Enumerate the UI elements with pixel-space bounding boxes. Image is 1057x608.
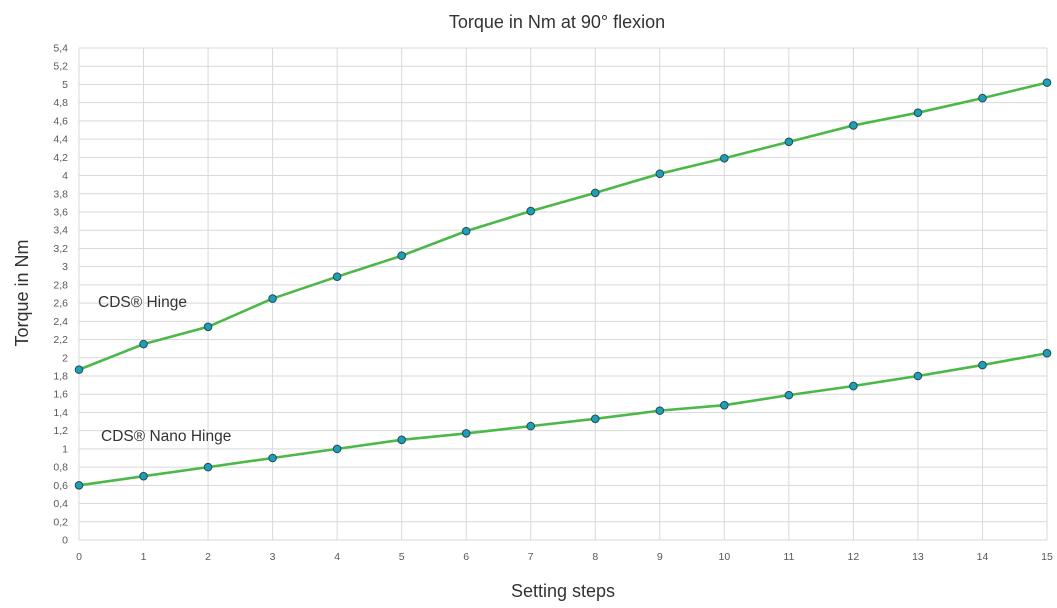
y-tick-label: 2,2: [53, 334, 68, 346]
y-tick-label: 4,6: [53, 115, 68, 127]
data-point: [268, 453, 277, 463]
data-point: [332, 272, 342, 281]
data-point: [74, 365, 84, 374]
series-line: [77, 351, 1049, 487]
data-point: [913, 371, 923, 381]
y-tick-label: 4,4: [53, 134, 68, 146]
data-point: [397, 251, 406, 261]
data-point: [268, 294, 277, 303]
series-label: CDS® Nano Hinge: [101, 428, 231, 445]
x-tick-label: 4: [334, 551, 340, 563]
x-tick-label: 0: [76, 551, 82, 563]
data-point: [590, 188, 600, 198]
y-tick-label: 3,4: [53, 225, 68, 237]
y-tick-label: 1,4: [53, 407, 68, 419]
y-axis-ticks: 0 0,2 0,4 0,6 0,8 1 1,2 1,4 1,6 1,8 2 2,2 2,4 2,6 2,8 3…: [53, 43, 68, 547]
data-point: [655, 406, 665, 415]
x-tick-label: 2: [205, 551, 211, 563]
y-tick-label: 2,4: [53, 316, 68, 328]
x-tick-label: 10: [718, 551, 730, 563]
series-lines: [77, 81, 1049, 487]
chart-title: Torque in Nm at 90° flexion: [449, 12, 665, 32]
y-tick-label: 2,6: [53, 298, 68, 310]
x-tick-label: 6: [463, 551, 469, 563]
data-point: [74, 481, 84, 490]
y-tick-label: 0,4: [53, 498, 68, 510]
data-point: [332, 444, 342, 454]
data-point: [784, 137, 794, 147]
y-tick-label: 0,6: [53, 480, 68, 492]
y-tick-label: 3: [62, 261, 68, 273]
data-point: [461, 429, 471, 438]
series-line: [77, 81, 1049, 371]
x-tick-label: 12: [848, 551, 860, 563]
data-point: [461, 226, 471, 236]
y-tick-label: 4,2: [53, 152, 68, 164]
data-point: [139, 339, 148, 349]
y-axis-title: Torque in Nm: [12, 239, 32, 346]
y-tick-label: 2,8: [53, 279, 68, 291]
y-tick-label: 0: [62, 535, 68, 547]
data-point: [913, 108, 923, 117]
data-point: [526, 206, 536, 216]
y-tick-label: 1,8: [53, 371, 68, 383]
y-tick-label: 5,2: [53, 61, 68, 73]
data-point: [849, 381, 858, 391]
x-tick-label: 7: [528, 551, 534, 563]
y-tick-label: 5: [62, 79, 68, 91]
data-point: [526, 421, 536, 431]
y-tick-label: 3,6: [53, 207, 68, 219]
data-point: [1042, 348, 1052, 358]
x-axis-title: Setting steps: [511, 581, 615, 601]
x-tick-label: 1: [141, 551, 147, 563]
y-tick-label: 3,2: [53, 243, 68, 255]
data-point: [720, 400, 729, 410]
series-label: CDS® Hinge: [98, 294, 187, 311]
x-tick-label: 8: [592, 551, 598, 563]
y-tick-label: 4: [62, 170, 68, 182]
x-tick-label: 5: [399, 551, 405, 563]
series-labels: CDS® Hinge CDS® Nano Hinge: [98, 294, 231, 445]
x-tick-label: 13: [912, 551, 924, 563]
y-tick-label: 2: [62, 352, 68, 364]
y-tick-label: 1: [62, 443, 68, 455]
data-point: [978, 360, 987, 370]
x-tick-label: 15: [1041, 551, 1053, 563]
data-point: [720, 153, 729, 163]
y-tick-label: 4,8: [53, 97, 68, 109]
data-point: [1042, 78, 1052, 87]
data-point: [203, 462, 213, 472]
y-tick-label: 1,2: [53, 425, 68, 437]
y-tick-label: 0,8: [53, 462, 68, 474]
x-tick-label: 9: [657, 551, 663, 563]
x-tick-label: 11: [783, 551, 794, 563]
data-point: [397, 435, 406, 445]
data-point: [784, 390, 794, 400]
x-tick-label: 14: [977, 551, 989, 563]
data-point: [590, 414, 600, 424]
x-axis-ticks: 0 1 2 3 4 5 6 7 8 9 10 11 12 13 14 15: [76, 551, 1053, 563]
data-point: [655, 169, 665, 179]
data-point: [849, 121, 858, 130]
data-point: [139, 471, 148, 481]
y-tick-label: 1,6: [53, 389, 68, 401]
series-markers: [74, 78, 1052, 490]
y-tick-label: 3,8: [53, 188, 68, 200]
data-point: [203, 322, 213, 332]
y-tick-label: 0,2: [53, 516, 68, 528]
y-tick-label: 5,4: [53, 43, 68, 55]
grid: [78, 47, 1048, 541]
data-point: [978, 93, 987, 103]
x-tick-label: 3: [270, 551, 276, 563]
